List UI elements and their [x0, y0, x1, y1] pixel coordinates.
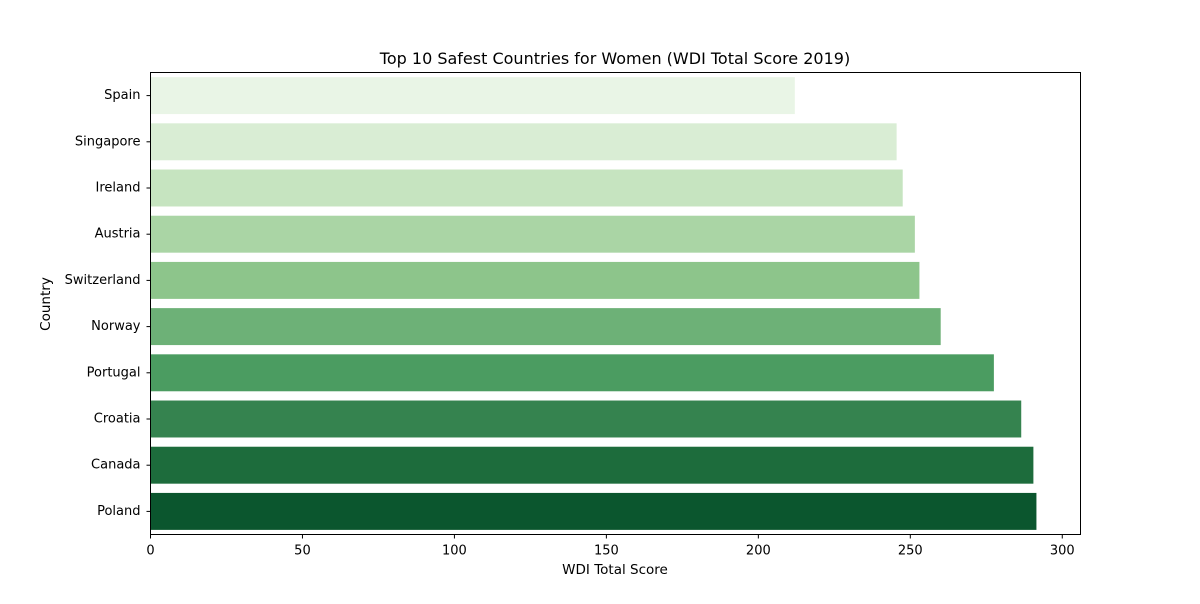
y-tick-label: Poland — [97, 504, 140, 519]
x-tick-label: 50 — [294, 544, 311, 559]
bar-croatia — [150, 400, 1022, 438]
chart-title: Top 10 Safest Countries for Women (WDI T… — [379, 49, 850, 68]
bar-poland — [150, 492, 1037, 530]
plot-frame — [150, 72, 1081, 535]
x-tick-label: 100 — [442, 544, 467, 559]
x-tick-label: 150 — [594, 544, 619, 559]
y-tick-label: Switzerland — [65, 273, 141, 288]
y-tick-label: Norway — [91, 319, 141, 334]
y-tick-label: Ireland — [96, 181, 141, 196]
y-tick-label: Singapore — [75, 134, 141, 149]
bar-ireland — [150, 169, 903, 207]
y-tick-label: Portugal — [87, 365, 141, 380]
x-tick-label: 200 — [746, 544, 771, 559]
bar-austria — [150, 215, 915, 253]
y-tick-label: Austria — [95, 227, 141, 242]
bar-switzerland — [150, 261, 920, 299]
bar-norway — [150, 308, 941, 346]
bar-portugal — [150, 354, 994, 392]
bar-singapore — [150, 123, 897, 161]
x-axis-label: WDI Total Score — [562, 562, 668, 578]
y-axis-ticks: Spain Singapore Ireland Austria Switzerland N… — [65, 88, 151, 519]
y-axis-label: Country — [38, 277, 54, 331]
x-tick-label: 300 — [1050, 544, 1075, 559]
y-tick-label: Croatia — [94, 412, 141, 427]
y-tick-label: Spain — [104, 88, 140, 103]
bar-canada — [150, 446, 1034, 484]
x-axis-ticks: 0 50 100 150 200 250 300 — [146, 534, 1075, 559]
bar-spain — [150, 77, 795, 115]
x-tick-label: 250 — [898, 544, 923, 559]
y-tick-label: Canada — [91, 458, 140, 473]
x-tick-label: 0 — [146, 544, 154, 559]
bars-layer — [150, 77, 1037, 530]
